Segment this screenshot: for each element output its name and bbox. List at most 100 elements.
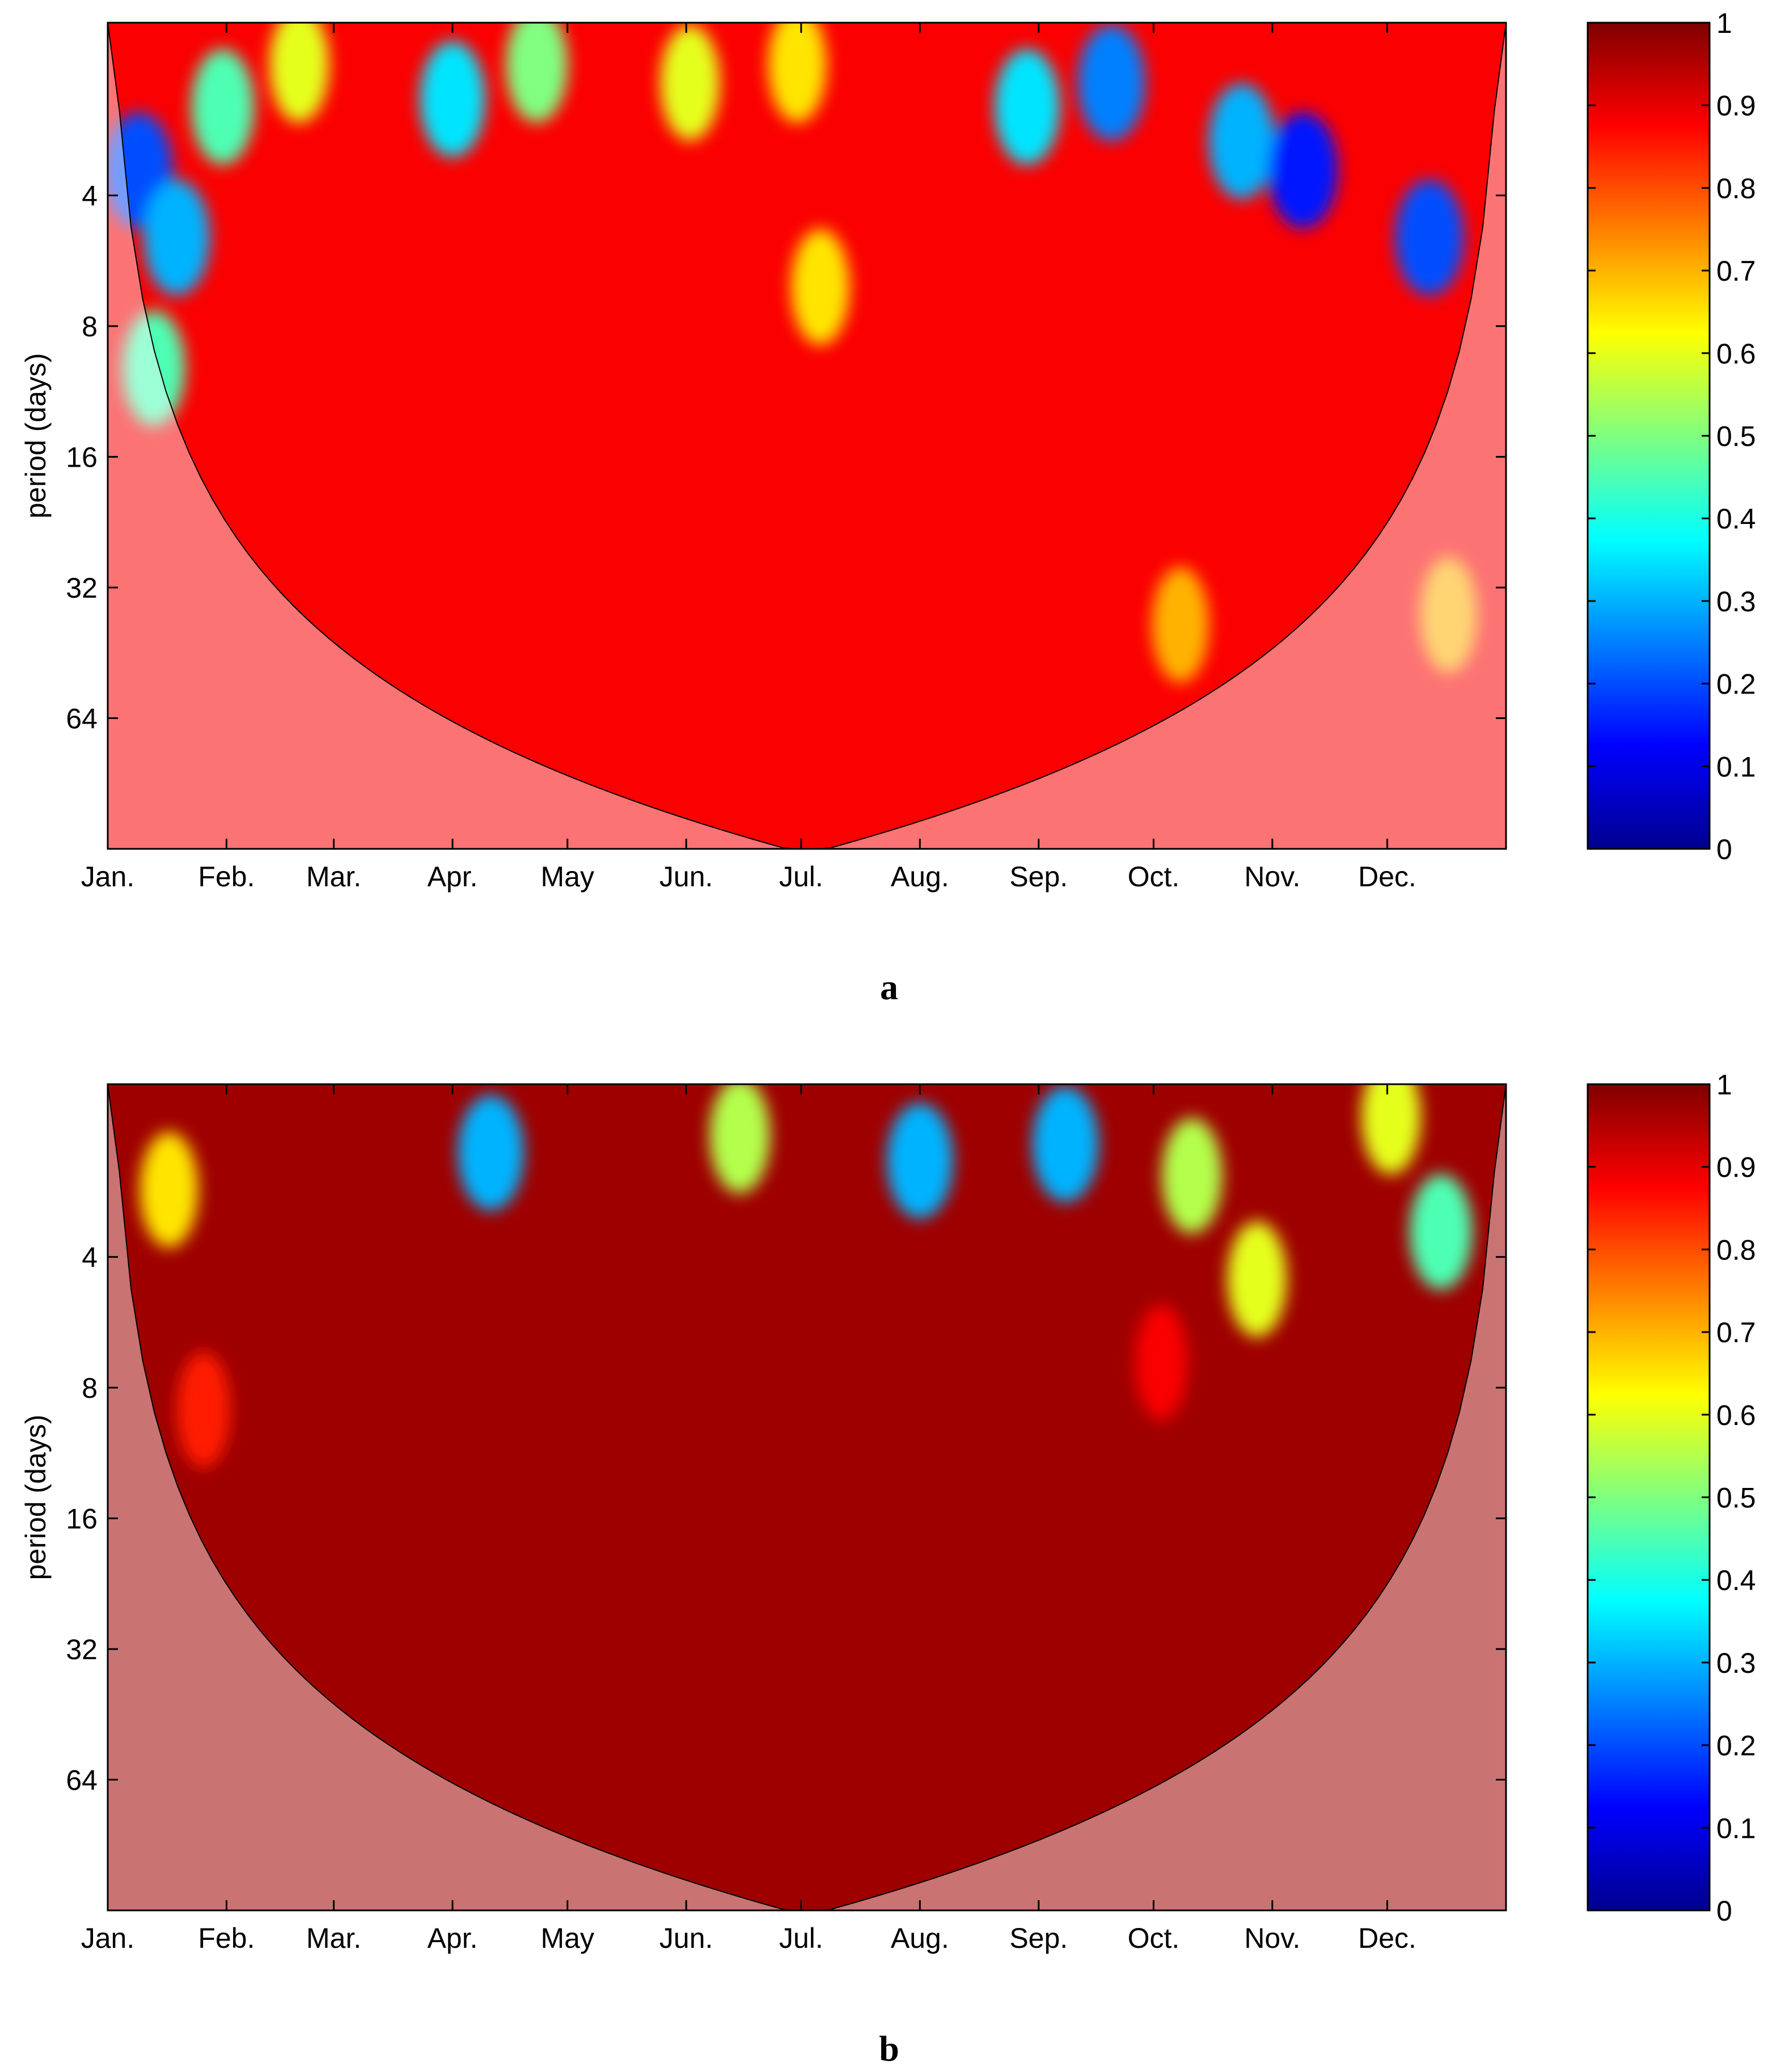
x-tick-label: Nov. xyxy=(1244,861,1300,893)
y-tick-label: 16 xyxy=(66,1503,98,1535)
x-tick-label: Feb. xyxy=(198,861,255,893)
colorbar xyxy=(1587,22,1711,850)
colorbar-tick-label: 0.5 xyxy=(1716,421,1756,453)
coherence-region-2 xyxy=(709,1084,771,1194)
colorbar-tick-label: 0.8 xyxy=(1716,172,1756,204)
coherence-region-4 xyxy=(1032,1086,1099,1202)
coherence-region-7 xyxy=(660,24,720,141)
colorbar-tick-label: 0.5 xyxy=(1716,1482,1756,1514)
colorbar-tick-label: 0.3 xyxy=(1716,586,1756,618)
x-tick-label: Dec. xyxy=(1358,1922,1416,1954)
colorbar-tick-label: 0.8 xyxy=(1716,1234,1756,1266)
y-tick-label: 64 xyxy=(66,1765,98,1796)
plot-frame xyxy=(107,22,1507,850)
coherence-region-3 xyxy=(191,49,255,165)
coherence-region-16 xyxy=(1420,557,1478,673)
coherence-field xyxy=(139,1084,1473,1468)
coherence-region-2 xyxy=(122,310,185,426)
colorbar xyxy=(1587,1083,1711,1912)
coherence-region-3 xyxy=(886,1102,953,1219)
x-tick-label: Apr. xyxy=(428,1922,478,1954)
coherence-region-4 xyxy=(269,23,329,123)
x-tick-label: Jun. xyxy=(659,1922,713,1954)
x-tick-label: Dec. xyxy=(1358,861,1416,893)
coherence-region-6 xyxy=(1227,1221,1287,1337)
colorbar-tick-label: 0.1 xyxy=(1716,751,1756,783)
coherence-region-6 xyxy=(506,23,568,123)
colorbar-tick-label: 0.9 xyxy=(1716,1152,1756,1183)
colorbar-tick-label: 0.7 xyxy=(1716,1317,1756,1348)
x-tick-label: Mar. xyxy=(306,1922,361,1954)
coherence-background xyxy=(108,1084,1506,1910)
coherence-region-8 xyxy=(768,23,827,123)
x-tick-label: Jul. xyxy=(779,1922,823,1954)
x-tick-label: Jul. xyxy=(779,861,823,893)
y-axis-label: period (days) xyxy=(20,353,52,519)
x-tick-label: Sep. xyxy=(1009,1922,1068,1954)
x-tick-label: May xyxy=(541,1922,594,1954)
colorbar-tick-label: 0.6 xyxy=(1716,1399,1756,1431)
x-tick-label: Aug. xyxy=(891,1922,949,1954)
colorbar-tick-label: 0.4 xyxy=(1716,503,1756,535)
coherence-region-5 xyxy=(1161,1118,1223,1234)
cone-of-influence-line xyxy=(108,23,1506,849)
cone-of-influence-shade xyxy=(108,1084,1506,1910)
x-tick-label: Jan. xyxy=(81,861,135,893)
colorbar-tick-label: 0 xyxy=(1716,834,1732,865)
colorbar-tick-label: 0.2 xyxy=(1716,1730,1756,1762)
colorbar-tick-label: 0.1 xyxy=(1716,1812,1756,1844)
panel-b: Jan. Feb. Mar. Apr. May Jun. Jul. Aug. Sep. Oct. N… xyxy=(20,1069,1756,2069)
x-tick-label: May xyxy=(541,861,594,893)
panel-letter: a xyxy=(880,967,898,1007)
coherence-region-11 xyxy=(1077,24,1145,141)
coherence-region-12 xyxy=(1208,83,1275,199)
colorbar-tick-label: 0.6 xyxy=(1716,338,1756,370)
coherence-region-15 xyxy=(1152,566,1209,683)
coherence-region-0 xyxy=(139,1132,198,1248)
colorbar-tick-label: 1 xyxy=(1716,1069,1732,1101)
coherence-region-1 xyxy=(143,179,210,295)
coherence-region-9 xyxy=(791,229,850,345)
coherence-region-7 xyxy=(1361,1084,1421,1175)
x-tick-label: Jan. xyxy=(81,1922,135,1954)
plot-area xyxy=(108,1084,1506,1910)
x-tick-label: Mar. xyxy=(306,861,361,893)
y-tick-label: 16 xyxy=(66,442,98,473)
panel-letter: b xyxy=(879,2028,899,2069)
colorbar-tick-label: 0.7 xyxy=(1716,255,1756,287)
y-tick-label: 8 xyxy=(82,1372,98,1404)
colorbar-tick-label: 0.4 xyxy=(1716,1564,1756,1596)
coherence-region-13 xyxy=(1268,112,1338,229)
y-tick-label: 4 xyxy=(82,180,98,212)
x-tick-label: Nov. xyxy=(1244,1922,1300,1954)
panel-a: Jan. Feb. Mar. Apr. May Jun. Jul. Aug. Sep. Oct. N… xyxy=(20,7,1756,1007)
x-tick-label: Aug. xyxy=(891,861,949,893)
coherence-region-10 xyxy=(995,49,1060,165)
coherence-region-1 xyxy=(458,1094,524,1211)
colorbar-tick-label: 0 xyxy=(1716,1895,1732,1927)
x-tick-label: Sep. xyxy=(1009,861,1068,893)
colorbar-tick-label: 0.3 xyxy=(1716,1647,1756,1679)
y-tick-label: 4 xyxy=(82,1242,98,1274)
plot-area xyxy=(108,23,1506,849)
y-tick-label: 32 xyxy=(66,572,98,604)
y-tick-label: 8 xyxy=(82,311,98,342)
y-axis-label: period (days) xyxy=(20,1415,52,1580)
coherence-region-14 xyxy=(1395,179,1464,295)
plot-frame xyxy=(107,1083,1507,1912)
coherence-field xyxy=(108,23,1478,683)
coherence-region-8 xyxy=(1409,1174,1473,1290)
x-tick-label: Oct. xyxy=(1128,1922,1180,1954)
coherence-region-5 xyxy=(420,41,485,157)
x-tick-label: Feb. xyxy=(198,1922,255,1954)
x-tick-label: Apr. xyxy=(428,861,478,893)
colorbar-tick-label: 0.9 xyxy=(1716,90,1756,122)
x-tick-label: Jun. xyxy=(659,861,713,893)
coherence-region-9 xyxy=(176,1352,231,1468)
colorbar-tick-label: 0.2 xyxy=(1716,669,1756,700)
cone-of-influence-shade xyxy=(108,23,1506,849)
y-tick-label: 32 xyxy=(66,1634,98,1665)
y-tick-label: 64 xyxy=(66,703,98,735)
coherence-region-10 xyxy=(1135,1304,1188,1420)
